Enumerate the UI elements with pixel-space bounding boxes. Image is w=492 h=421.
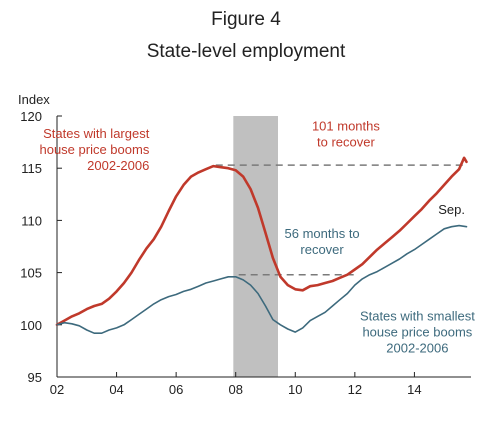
y-tick-label: 105 (20, 266, 42, 281)
y-tick-label: 115 (21, 161, 42, 176)
x-tick-label: 06 (169, 382, 183, 397)
x-tick-label: 08 (228, 382, 242, 397)
x-tick-label: 12 (348, 382, 362, 397)
y-tick-label: 95 (28, 370, 42, 385)
annotation-label: States with smallest house price booms 200… (360, 309, 475, 356)
series-line-largest-booms (55, 156, 468, 327)
axes: 95 100 105 110 115 120 02 04 06 08 10 12 14 (20, 109, 471, 397)
annotations: States with largest house price booms 2002… (39, 119, 475, 356)
annotation-label: 56 months to recover (285, 226, 360, 257)
y-tick-label: 100 (20, 318, 42, 333)
annotation-label: 101 months to recover (312, 119, 380, 150)
y-axis-label: Index (18, 92, 50, 107)
x-tick-label: 02 (50, 382, 64, 397)
x-tick-label: 10 (288, 382, 302, 397)
annotation-label: Sep. (438, 202, 465, 217)
chart-title: State-level employment (146, 41, 346, 62)
series-line-smallest-booms (56, 224, 468, 335)
y-tick-label: 120 (20, 109, 42, 124)
annotation-label: States with largest house price booms 2002… (39, 126, 149, 173)
recession-band (233, 116, 278, 377)
y-tick-label: 110 (21, 213, 42, 228)
series-lines (55, 156, 468, 335)
x-tick-label: 14 (407, 382, 421, 397)
figure-label: Figure 4 (211, 9, 281, 30)
recession-band-layer (233, 116, 278, 377)
reference-lines (215, 164, 464, 276)
x-tick-label: 04 (109, 382, 123, 397)
